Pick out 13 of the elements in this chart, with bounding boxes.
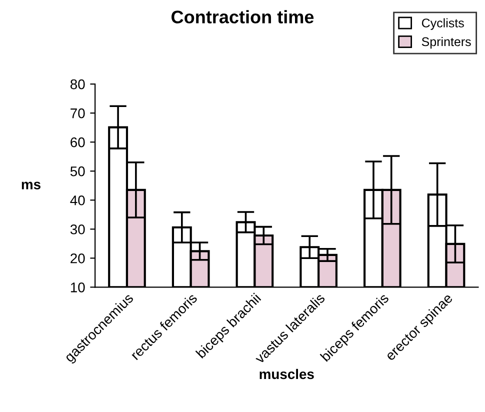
y-tick-label: 30 [70,224,85,234]
legend-label: Cyclists [422,18,464,30]
y-axis-title: ms [22,182,40,190]
y-tick-label: 10 [70,282,85,292]
chart-title: Contraction time [172,10,314,24]
y-tick-label: 60 [70,137,85,148]
y-tick-label: 50 [70,166,85,176]
x-axis-title: muscles [260,368,314,380]
y-tick-label: 80 [70,79,85,90]
legend-label: Sprinters [422,36,471,49]
y-tick-label: 70 [70,108,85,118]
y-tick-label: 40 [70,195,85,206]
y-tick-label: 20 [70,253,85,264]
